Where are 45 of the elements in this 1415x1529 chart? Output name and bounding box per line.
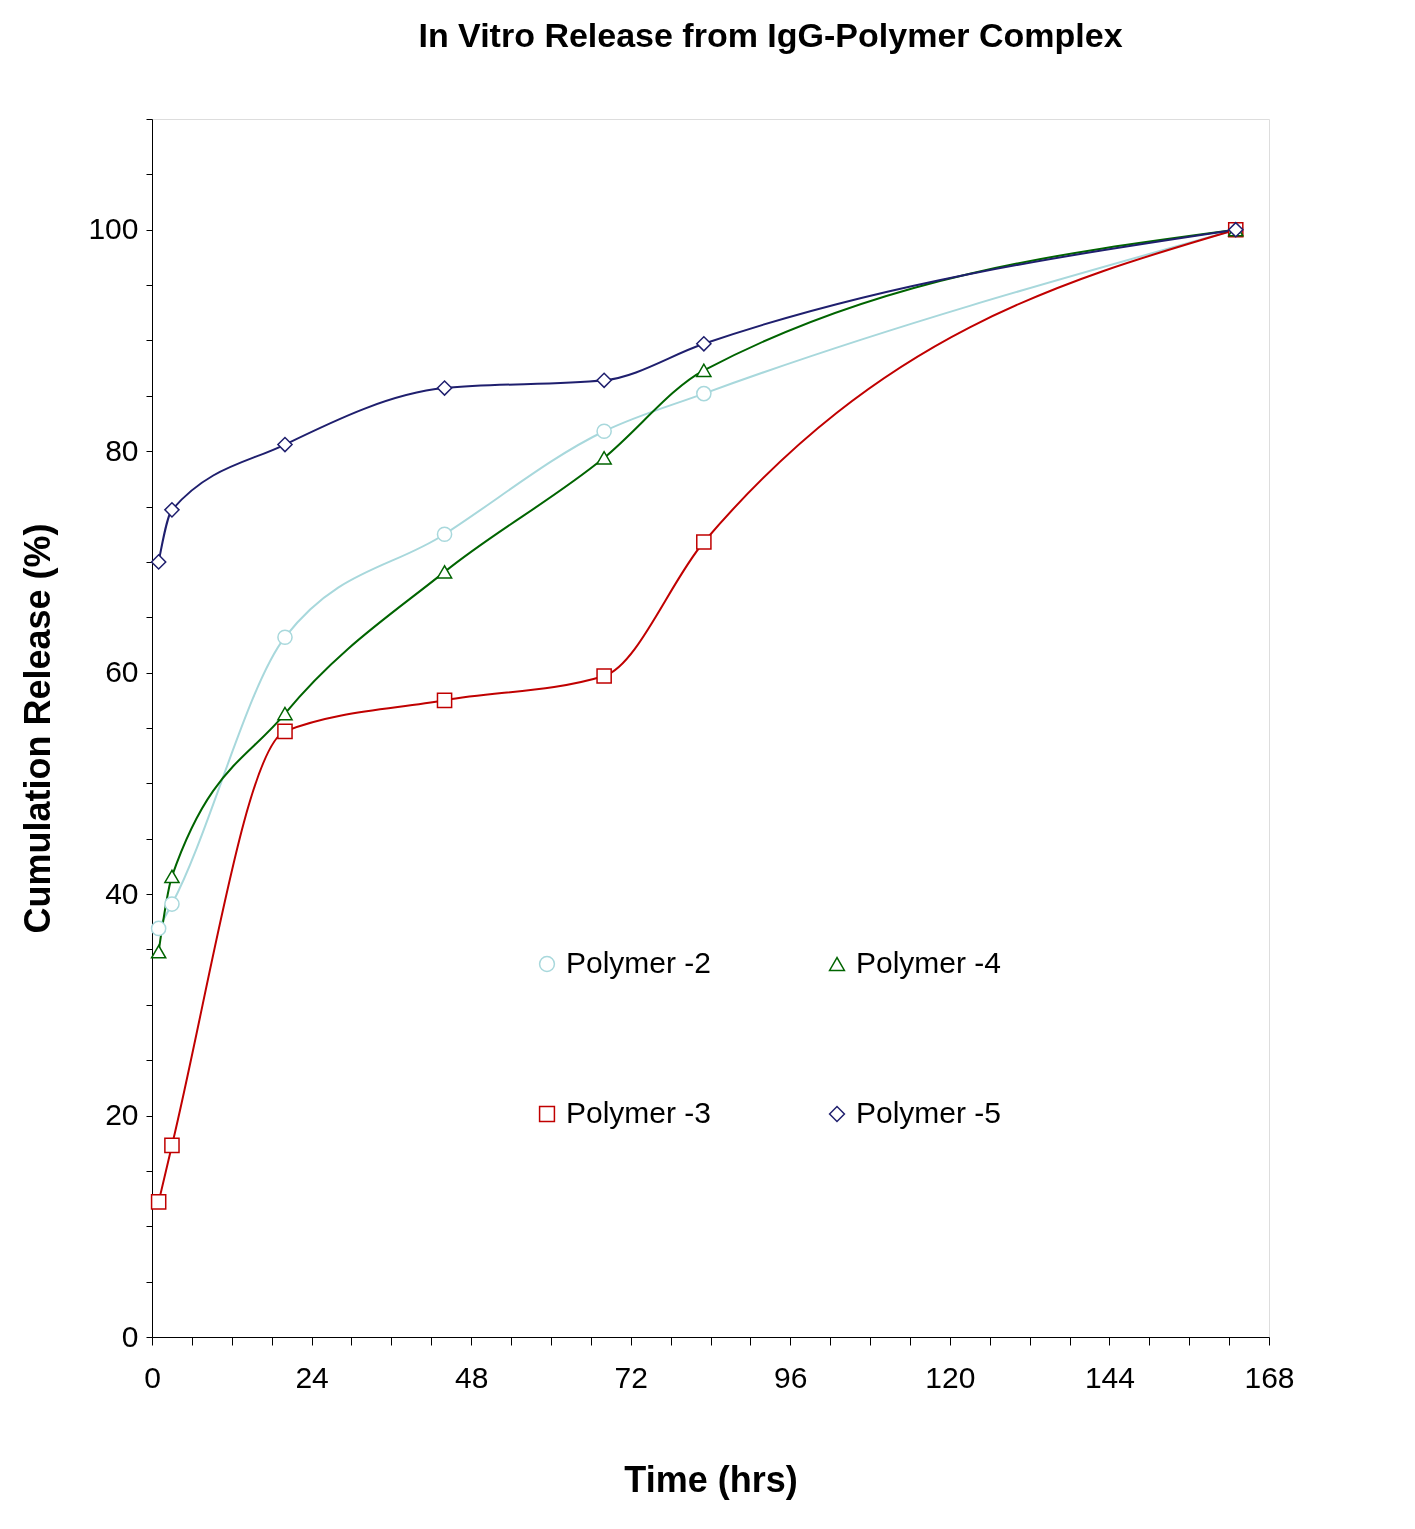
point	[436, 526, 453, 543]
y-tick-label: 20	[105, 1098, 139, 1132]
point	[436, 565, 453, 579]
point	[596, 668, 612, 684]
point	[277, 629, 293, 646]
y-tick-label: 0	[121, 1319, 139, 1353]
legend-label: Polymer -4	[856, 946, 1002, 979]
legend-label: Polymer -2	[566, 946, 712, 979]
chart-title: In Vitro Release from IgG-Polymer Complex	[418, 16, 1123, 54]
point	[596, 372, 612, 389]
y-tick-label: 80	[105, 433, 139, 467]
y-tick-label: 100	[88, 212, 139, 246]
point	[696, 385, 712, 402]
point	[696, 534, 712, 550]
point	[277, 723, 293, 740]
x-tick-label: 72	[614, 1360, 648, 1394]
point	[150, 554, 167, 570]
x-tick-label: 96	[774, 1360, 808, 1394]
x-tick-label: 144	[1084, 1360, 1135, 1394]
x-tick-label: 0	[144, 1360, 161, 1394]
point	[164, 1137, 180, 1154]
y-tick-label: 60	[105, 655, 139, 689]
y-tick-label: 40	[105, 876, 139, 910]
point	[150, 920, 167, 937]
x-tick-label: 48	[454, 1360, 489, 1394]
point	[696, 335, 712, 352]
point	[164, 896, 180, 912]
x-tick-label: 120	[925, 1360, 976, 1394]
point	[164, 869, 180, 884]
y-axis-title: Cumulation Release (%)	[17, 523, 59, 934]
point	[436, 692, 453, 709]
point	[596, 450, 612, 465]
point	[150, 944, 167, 959]
point	[277, 436, 293, 453]
x-axis-title: Time (hrs)	[624, 1458, 798, 1500]
x-tick-label: 168	[1244, 1360, 1295, 1394]
point	[164, 502, 180, 518]
legend-label: Polymer -5	[856, 1096, 1002, 1129]
point	[436, 380, 453, 396]
legend-label: Polymer -3	[566, 1096, 712, 1129]
point	[696, 363, 712, 378]
point	[277, 706, 293, 721]
x-tick-label: 24	[295, 1360, 329, 1394]
point	[596, 423, 612, 440]
point	[150, 1194, 167, 1210]
